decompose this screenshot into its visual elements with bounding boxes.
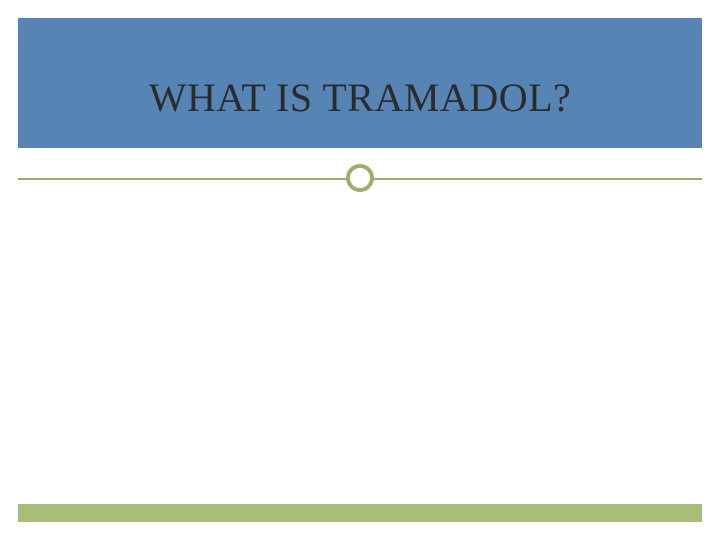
slide-container: WHAT IS TRAMADOL? [0,0,720,540]
footer-band [18,504,702,522]
slide-title: WHAT IS TRAMADOL? [0,74,720,121]
circle-decoration [346,164,374,192]
